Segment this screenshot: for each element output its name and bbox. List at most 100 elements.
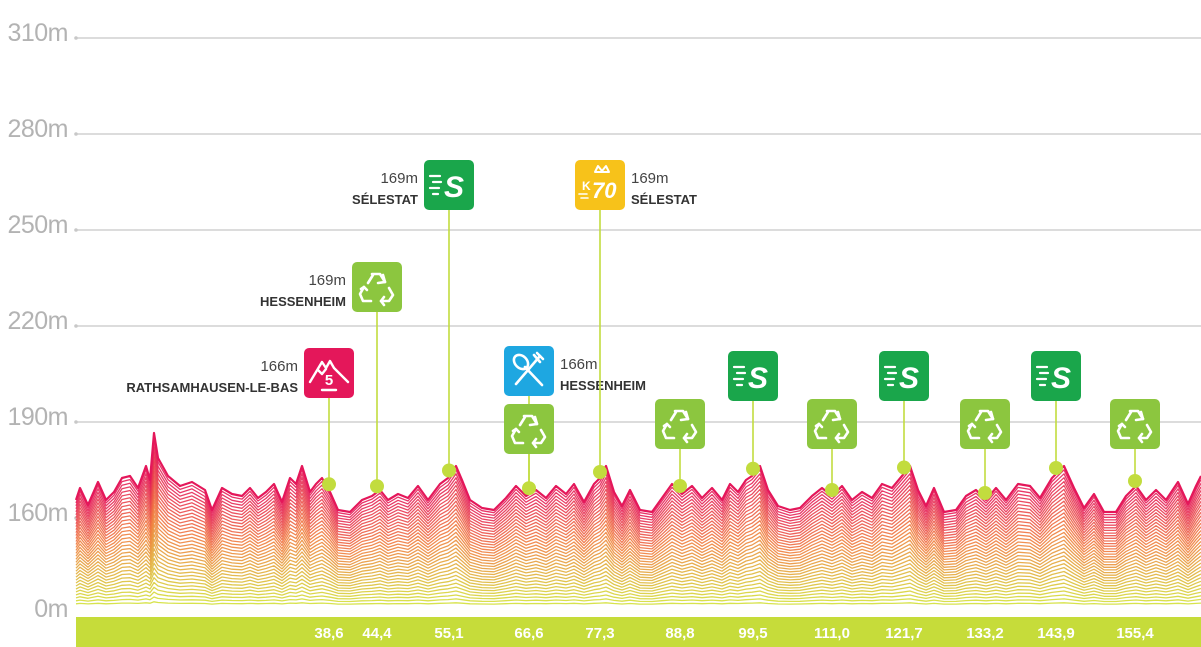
recycle-icon-badge bbox=[352, 262, 402, 312]
waypoint-dot bbox=[593, 465, 607, 479]
profile-contour-line bbox=[75, 523, 1201, 563]
waypoint-dot bbox=[897, 460, 911, 475]
waypoint-k70: 169m SÉLESTAT bbox=[575, 160, 697, 479]
gridline-marker bbox=[74, 228, 78, 232]
waypoint-recycle bbox=[960, 399, 1010, 500]
waypoint-recycle: 169m HESSENHEIM bbox=[260, 262, 402, 494]
recycle-icon-badge bbox=[807, 399, 857, 449]
waypoint-dot bbox=[978, 486, 992, 500]
profile-contour-line bbox=[75, 562, 1201, 584]
waypoint-altitude: 166m bbox=[260, 358, 298, 375]
profile-contour-line bbox=[75, 552, 1201, 579]
waypoint-recycle bbox=[807, 399, 857, 497]
profile-contour-line bbox=[75, 495, 1201, 547]
x-tick-label: 38,6 bbox=[314, 625, 343, 642]
profile-contour-line bbox=[75, 567, 1201, 587]
waypoint-recycle bbox=[1110, 399, 1160, 488]
x-tick-label: 155,4 bbox=[1116, 625, 1154, 642]
profile-contour-line bbox=[75, 451, 1201, 524]
waypoint-climb: 166m RATHSAMHAUSEN-LE-BAS bbox=[126, 348, 354, 492]
profile-contour-line bbox=[75, 533, 1201, 568]
waypoint-dot bbox=[1049, 461, 1063, 475]
profile-contour-line bbox=[75, 509, 1201, 555]
gridline-marker bbox=[74, 132, 78, 136]
profile-contour-line bbox=[75, 475, 1201, 537]
profile-contour-line bbox=[75, 466, 1201, 532]
waypoint-dot bbox=[322, 477, 336, 492]
y-tick-label: 310m bbox=[7, 19, 68, 47]
profile-contour-line bbox=[75, 548, 1201, 576]
waypoint-recycle bbox=[655, 399, 705, 493]
x-tick-label: 44,4 bbox=[362, 625, 392, 642]
x-tick-label: 66,6 bbox=[514, 625, 543, 642]
profile-contour-line bbox=[75, 591, 1201, 600]
waypoint-name: SÉLESTAT bbox=[352, 192, 418, 207]
elevation-profile bbox=[74, 431, 1201, 607]
waypoint-sprint bbox=[879, 351, 929, 475]
recycle-icon-badge bbox=[655, 399, 705, 449]
recycle-icon-badge bbox=[504, 404, 554, 454]
x-axis: 38,6 44,4 55,1 66,6 77,3 88,8 99,5 111,0 121,7 13… bbox=[314, 625, 1154, 642]
y-axis: 0m 160m 190m 220m 250m 280m 310m bbox=[7, 19, 68, 623]
profile-contour-line bbox=[75, 461, 1201, 529]
waypoint-dot bbox=[746, 461, 760, 476]
profile-contour-line bbox=[75, 581, 1201, 595]
profile-contour-line bbox=[75, 499, 1201, 550]
waypoint-altitude: 169m bbox=[380, 170, 418, 187]
waypoint-name: HESSENHEIM bbox=[560, 378, 646, 393]
profile-contour-line bbox=[75, 601, 1201, 605]
waypoint-altitude: 169m bbox=[308, 272, 346, 289]
waypoint-sprint bbox=[1031, 351, 1081, 475]
waypoint-sprint bbox=[728, 351, 778, 476]
profile-contour-line bbox=[75, 485, 1201, 542]
x-tick-label: 99,5 bbox=[738, 625, 767, 642]
gridline-marker bbox=[74, 324, 78, 328]
profile-top-line bbox=[74, 431, 1201, 514]
profile-contour-line bbox=[75, 480, 1201, 539]
x-tick-label: 88,8 bbox=[665, 625, 694, 642]
gridline-marker bbox=[74, 36, 78, 40]
profile-contour-line bbox=[75, 446, 1201, 521]
y-tick-label: 220m bbox=[7, 307, 68, 335]
waypoint-dot bbox=[825, 483, 839, 497]
profile-contour-line bbox=[75, 596, 1201, 603]
profile-contour-line bbox=[75, 543, 1201, 574]
y-tick-label: 0m bbox=[34, 595, 68, 623]
y-tick-label: 160m bbox=[7, 499, 68, 527]
waypoint-sprint: 169m SÉLESTAT bbox=[352, 160, 474, 478]
x-tick-label: 55,1 bbox=[434, 625, 463, 642]
recycle-icon-badge bbox=[960, 399, 1010, 449]
waypoint-dot bbox=[370, 479, 384, 494]
profile-contour-line bbox=[75, 538, 1201, 571]
gridline-marker bbox=[74, 420, 78, 424]
distance-baseline-bar bbox=[76, 617, 1201, 647]
profile-contour-line bbox=[75, 577, 1201, 592]
x-tick-label: 111,0 bbox=[814, 625, 850, 642]
waypoint-dot bbox=[1128, 474, 1142, 488]
y-tick-label: 190m bbox=[7, 403, 68, 431]
profile-contour-line bbox=[75, 519, 1201, 561]
waypoint-altitude: 166m bbox=[560, 356, 598, 373]
profile-contour-line bbox=[75, 456, 1201, 526]
waypoint-markers: 166mRATHSAMHAUSEN-LE-BAS169mHESSENHEIM16… bbox=[126, 160, 1160, 500]
profile-contour-line bbox=[75, 557, 1201, 582]
profile-contour-line bbox=[75, 528, 1201, 566]
profile-contour-line bbox=[75, 490, 1201, 545]
x-tick-label: 133,2 bbox=[966, 625, 1004, 642]
recycle-icon-badge bbox=[1110, 399, 1160, 449]
waypoint-dot bbox=[673, 479, 687, 493]
x-tick-label: 121,7 bbox=[885, 625, 923, 642]
waypoint-altitude: 169m bbox=[631, 170, 669, 187]
gridlines bbox=[74, 36, 1201, 520]
profile-contour-line bbox=[75, 586, 1201, 597]
profile-contour-line bbox=[75, 504, 1201, 553]
x-tick-label: 143,9 bbox=[1037, 625, 1075, 642]
y-tick-label: 250m bbox=[7, 211, 68, 239]
waypoint-recycle bbox=[504, 404, 554, 489]
waypoint-name: RATHSAMHAUSEN-LE-BAS bbox=[126, 380, 298, 395]
waypoint-name: HESSENHEIM bbox=[260, 294, 346, 309]
profile-contour-line bbox=[75, 470, 1201, 534]
x-tick-label: 77,3 bbox=[585, 625, 614, 642]
profile-contour-line bbox=[75, 572, 1201, 590]
